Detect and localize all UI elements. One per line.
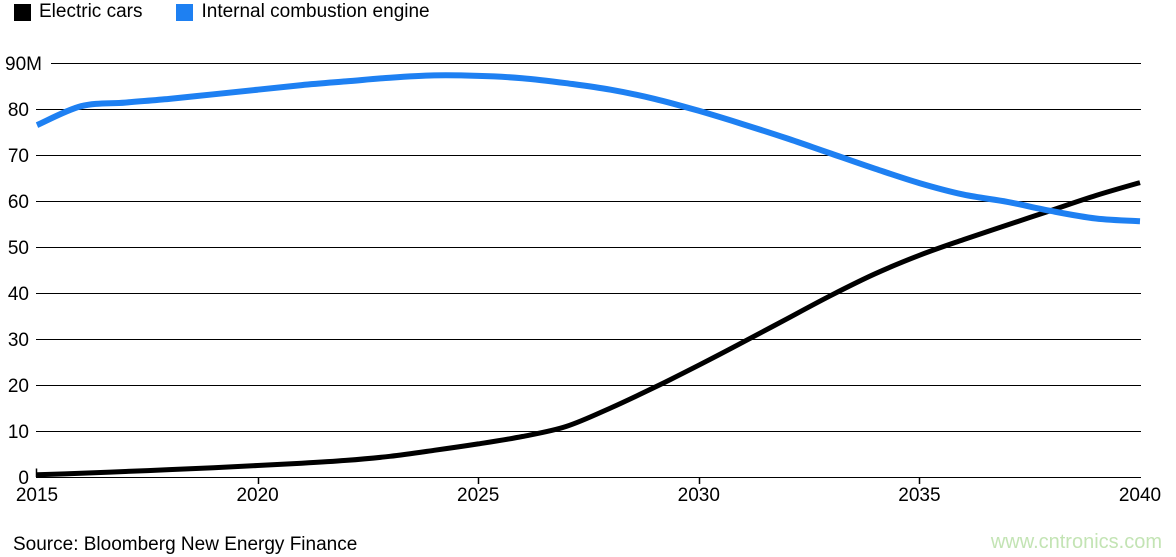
y-tick-label-70: 70 <box>8 146 29 167</box>
legend-item-ice: Internal combustion engine <box>176 1 430 22</box>
series-line-electric-cars <box>36 180 1141 478</box>
source-text: Source: Bloomberg New Energy Finance <box>13 534 358 555</box>
y-tick-label-80: 80 <box>8 100 29 121</box>
legend-label-electric-cars: Electric cars <box>39 1 143 22</box>
x-tick-label-2025: 2025 <box>457 485 499 506</box>
y-tick-label-0: 0 <box>18 468 29 489</box>
electric-cars-swatch <box>14 3 31 21</box>
x-tick-label-2030: 2030 <box>678 485 720 506</box>
legend: Electric cars Internal combustion engine <box>14 2 430 22</box>
y-tick-label-20: 20 <box>8 376 29 397</box>
x-tick-label-2035: 2035 <box>898 485 940 506</box>
x-tick-label-2040: 2040 <box>1119 485 1161 506</box>
x-tick-label-2015: 2015 <box>16 485 58 506</box>
series-line-ice <box>35 72 1141 225</box>
y-tick-label-60: 60 <box>8 192 29 213</box>
x-tick-label-2020: 2020 <box>236 485 278 506</box>
legend-item-electric-cars: Electric cars <box>14 2 142 22</box>
y-tick-label-10: 10 <box>8 422 29 443</box>
watermark-link[interactable]: www.cntronics.com <box>990 531 1162 553</box>
y-tick-label-90: 90M <box>5 54 42 75</box>
ice-swatch <box>176 3 194 21</box>
y-tick-label-30: 30 <box>8 330 29 351</box>
legend-label-ice: Internal combustion engine <box>201 1 430 22</box>
y-tick-label-40: 40 <box>8 284 29 305</box>
y-tick-label-50: 50 <box>8 238 29 259</box>
